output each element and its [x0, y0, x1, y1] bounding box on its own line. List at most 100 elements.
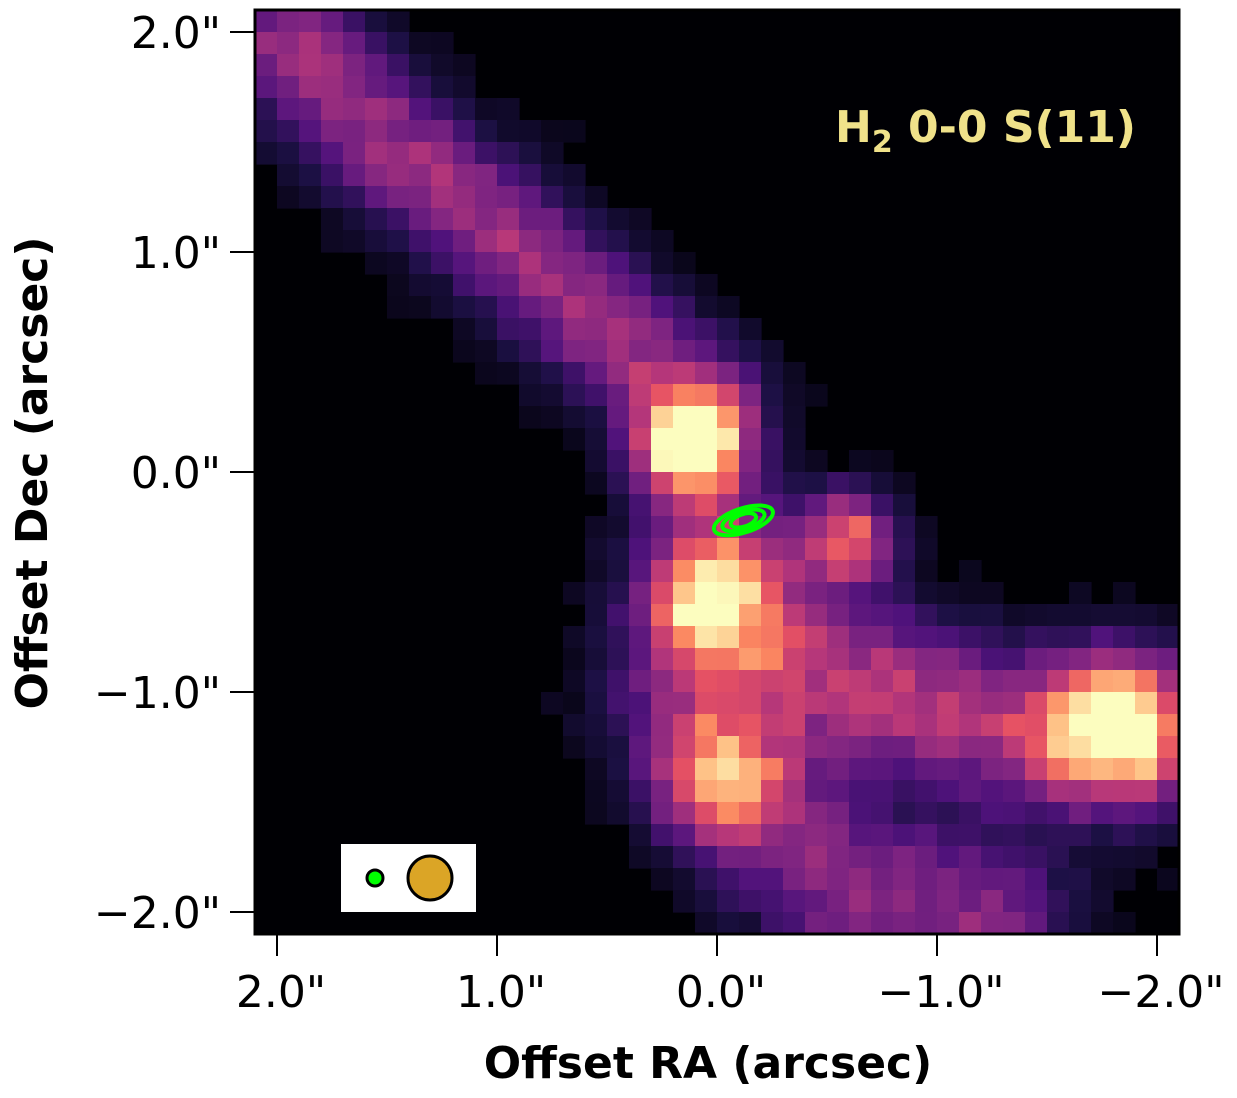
heatmap-cell [519, 230, 542, 253]
heatmap-cell [915, 758, 938, 781]
heatmap-cell [387, 296, 410, 319]
heatmap-cell [629, 208, 652, 231]
heatmap-cell [849, 846, 872, 869]
heatmap-cell [739, 538, 762, 561]
heatmap-cell [673, 340, 696, 363]
heatmap-cell [805, 824, 828, 847]
heatmap-cell [673, 604, 696, 627]
heatmap-cell [541, 362, 564, 385]
heatmap-cell [739, 648, 762, 671]
heatmap-cell [893, 472, 916, 495]
heatmap-cell [453, 318, 476, 341]
heatmap-cell [387, 10, 410, 33]
heatmap-cell [1047, 868, 1070, 891]
heatmap-cell [1003, 802, 1026, 825]
heatmap-cell [365, 10, 388, 33]
heatmap-cell [783, 846, 806, 869]
heatmap-cell [717, 802, 740, 825]
heatmap-cell [1135, 846, 1158, 869]
heatmap-cell [849, 758, 872, 781]
heatmap-cell [1069, 890, 1092, 913]
heatmap-cell [255, 10, 278, 33]
heatmap-cell [431, 230, 454, 253]
heatmap-cell [915, 648, 938, 671]
heatmap-cell [827, 626, 850, 649]
heatmap-cell [1091, 758, 1114, 781]
heatmap-cell [607, 230, 630, 253]
heatmap-cell [915, 670, 938, 693]
x-tick-label: −1.0" [877, 967, 1004, 1018]
heatmap-cell [585, 384, 608, 407]
heatmap-cell [805, 626, 828, 649]
heatmap-cell [651, 252, 674, 275]
heatmap-cell [673, 560, 696, 583]
heatmap-cell [827, 714, 850, 737]
heatmap-cell [475, 142, 498, 165]
heatmap-cell [937, 802, 960, 825]
heatmap-cell [695, 890, 718, 913]
heatmap-cell [321, 164, 344, 187]
heatmap-cell [959, 604, 982, 627]
heatmap-cell [629, 736, 652, 759]
heatmap-cell [1157, 714, 1179, 737]
heatmap-cell [739, 824, 762, 847]
heatmap-cell [827, 780, 850, 803]
heatmap-cell [299, 98, 322, 121]
heatmap-cell [805, 758, 828, 781]
heatmap-cell [563, 362, 586, 385]
heatmap-cell [695, 450, 718, 473]
heatmap-cell [629, 340, 652, 363]
heatmap-cell [563, 186, 586, 209]
heatmap-cell [783, 362, 806, 385]
heatmap-cell [1157, 868, 1179, 891]
heatmap-cell [893, 868, 916, 891]
heatmap-cell [783, 538, 806, 561]
heatmap-cell [805, 692, 828, 715]
heatmap-cell [453, 54, 476, 77]
heatmap-cell [1157, 648, 1179, 671]
heatmap-cell [629, 428, 652, 451]
heatmap-cell [563, 318, 586, 341]
heatmap-cell [937, 648, 960, 671]
heatmap-cell [805, 802, 828, 825]
heatmap-cell [893, 670, 916, 693]
heatmap-cell [1003, 670, 1026, 693]
heatmap-cell [431, 120, 454, 143]
heatmap-cell [607, 406, 630, 429]
heatmap-cell [1135, 670, 1158, 693]
heatmap-cell [871, 494, 894, 517]
heatmap-cell [475, 318, 498, 341]
heatmap-cell [409, 296, 432, 319]
heatmap-cell [673, 362, 696, 385]
heatmap-cell [1157, 824, 1179, 847]
heatmap-cell [453, 208, 476, 231]
heatmap-cell [1157, 604, 1179, 627]
heatmap-cell [783, 912, 806, 934]
heatmap-cell [1135, 736, 1158, 759]
heatmap-cell [937, 780, 960, 803]
heatmap-cell [893, 692, 916, 715]
heatmap-cell [651, 780, 674, 803]
heatmap-cell [1003, 714, 1026, 737]
heatmap-cell [651, 340, 674, 363]
heatmap-cell [893, 736, 916, 759]
heatmap-cell [585, 428, 608, 451]
heatmap-cell [959, 780, 982, 803]
heatmap-cell [541, 252, 564, 275]
heatmap-cell [321, 120, 344, 143]
heatmap-cell [563, 340, 586, 363]
heatmap-cell [695, 406, 718, 429]
heatmap-cell [651, 230, 674, 253]
heatmap-cell [695, 868, 718, 891]
heatmap-cell [343, 54, 366, 77]
heatmap-cell [629, 604, 652, 627]
heatmap-cell [299, 120, 322, 143]
heatmap-cell [475, 274, 498, 297]
heatmap-cell [629, 252, 652, 275]
x-tick-label: 0.0" [676, 967, 766, 1018]
heatmap-cell [915, 692, 938, 715]
heatmap-cell [783, 384, 806, 407]
heatmap-cell [343, 186, 366, 209]
heatmap-cell [629, 296, 652, 319]
heatmap-cell [343, 32, 366, 55]
